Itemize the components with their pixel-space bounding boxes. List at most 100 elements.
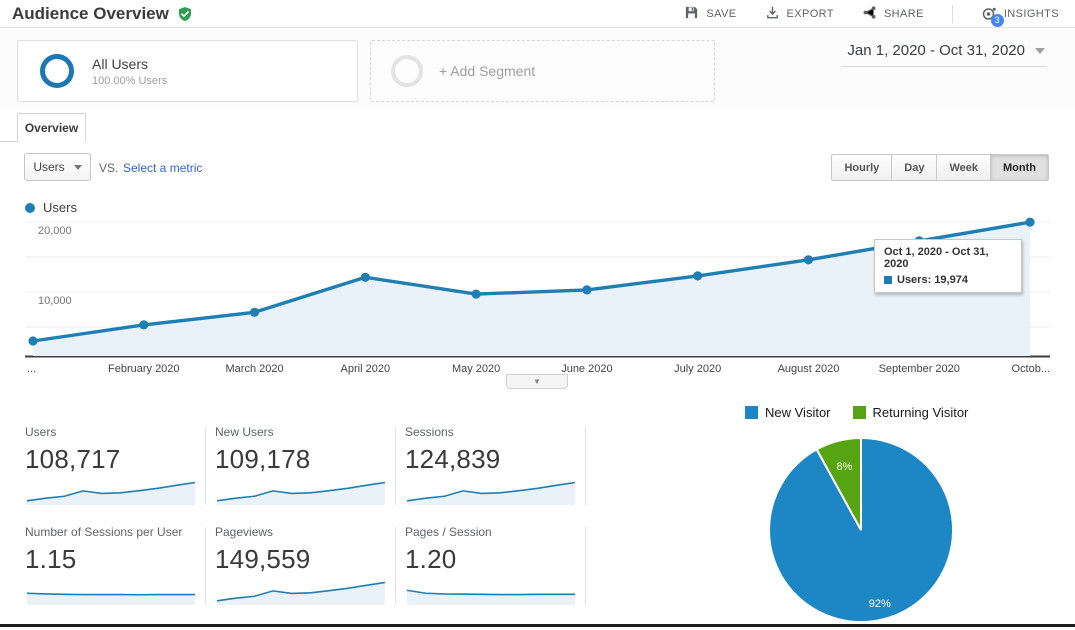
insights-badge: 3 bbox=[990, 13, 1004, 27]
metric-select-dropdown[interactable]: Users bbox=[24, 153, 91, 181]
metric-value: 109,178 bbox=[215, 444, 311, 474]
metric-card: Sessions 124,839 bbox=[405, 425, 577, 506]
granularity-group: Hourly Day Week Month bbox=[831, 154, 1049, 181]
column-divider bbox=[395, 427, 396, 505]
segment-chip-all-users[interactable]: All Users 100.00% Users bbox=[17, 40, 358, 102]
segment-band: All Users 100.00% Users + Add Segment Ja… bbox=[0, 28, 1075, 110]
metric-label: New Users bbox=[215, 425, 274, 439]
legend-square-icon bbox=[745, 406, 758, 419]
metric-sparkline bbox=[406, 589, 575, 605]
metric-card: Pages / Session 1.20 bbox=[405, 525, 577, 606]
segment-ring-icon bbox=[40, 54, 74, 88]
granularity-week[interactable]: Week bbox=[936, 154, 992, 181]
granularity-day[interactable]: Day bbox=[891, 154, 938, 181]
metric-card: New Users 109,178 bbox=[215, 425, 387, 506]
x-tick-label: Octob... bbox=[1011, 363, 1050, 375]
metric-sparkline bbox=[216, 581, 386, 605]
column-divider bbox=[585, 527, 586, 605]
y-tick-label: 10,000 bbox=[38, 295, 72, 307]
header-bar: Audience Overview SAVE EXPORT SHARE 3 bbox=[0, 0, 1075, 28]
pie-legend-item-returning-visitor[interactable]: Returning Visitor bbox=[852, 405, 969, 420]
page-title: Audience Overview bbox=[12, 3, 169, 23]
metric-label: Sessions bbox=[405, 425, 454, 439]
share-button[interactable]: SHARE bbox=[862, 5, 924, 23]
segment-subtitle: 100.00% Users bbox=[92, 74, 168, 87]
insights-button[interactable]: 3 INSIGHTS bbox=[981, 6, 1059, 27]
metric-label: Users bbox=[25, 425, 57, 439]
x-tick-label: March 2020 bbox=[225, 363, 284, 375]
verified-shield-icon bbox=[177, 6, 193, 22]
chart-tooltip: Oct 1, 2020 - Oct 31, 2020 Users: 19,974 bbox=[874, 239, 1022, 293]
metric-sparkline bbox=[26, 481, 196, 505]
metric-label: Pageviews bbox=[215, 525, 274, 539]
vs-label: vs. bbox=[99, 161, 119, 175]
x-tick-label: February 2020 bbox=[107, 363, 180, 375]
metric-sparkline bbox=[406, 481, 576, 505]
save-button[interactable]: SAVE bbox=[684, 5, 736, 23]
users-legend-label: Users bbox=[43, 200, 77, 215]
date-range-selector[interactable]: Jan 1, 2020 - Oct 31, 2020 bbox=[841, 42, 1047, 67]
metric-card: Number of Sessions per User 1.15 bbox=[25, 525, 197, 606]
share-label: SHARE bbox=[883, 7, 924, 20]
pie-legend-label: Returning Visitor bbox=[872, 405, 969, 420]
metric-card: Pageviews 149,559 bbox=[215, 525, 387, 606]
tooltip-value: 19,974 bbox=[934, 274, 968, 286]
header-divider bbox=[951, 4, 953, 23]
export-button[interactable]: EXPORT bbox=[765, 5, 834, 23]
tooltip-series-label: Users: bbox=[897, 274, 932, 286]
date-range-text: Jan 1, 2020 - Oct 31, 2020 bbox=[847, 42, 1025, 59]
header-actions: SAVE EXPORT SHARE 3 INSIGHTS bbox=[684, 4, 1059, 27]
metric-value: 1.20 bbox=[405, 544, 457, 574]
granularity-month[interactable]: Month bbox=[990, 154, 1049, 181]
save-icon bbox=[684, 5, 699, 23]
chevron-down-icon bbox=[73, 164, 82, 170]
x-tick-label: May 2020 bbox=[451, 363, 501, 375]
users-legend-dot-icon bbox=[25, 202, 35, 213]
share-icon bbox=[862, 5, 877, 23]
column-divider bbox=[205, 427, 206, 505]
metric-value: 124,839 bbox=[405, 444, 501, 474]
select-a-metric-link[interactable]: Select a metric bbox=[123, 161, 203, 175]
column-divider bbox=[395, 527, 396, 605]
chart-legend: Users bbox=[25, 200, 77, 215]
pie-legend-item-new-visitor[interactable]: New Visitor bbox=[745, 405, 831, 420]
x-tick-label: April 2020 bbox=[340, 363, 391, 375]
metric-label: Number of Sessions per User bbox=[25, 525, 183, 539]
x-tick-label: September 2020 bbox=[878, 363, 960, 375]
chart-collapse-handle[interactable]: ▼ bbox=[506, 374, 568, 389]
pie-percentage-label: 8% bbox=[837, 461, 853, 473]
export-label: EXPORT bbox=[786, 7, 834, 20]
tab-overview[interactable]: Overview bbox=[17, 113, 86, 142]
insights-icon: 3 bbox=[981, 6, 1004, 27]
tooltip-series-icon bbox=[884, 276, 892, 284]
metric-select-value: Users bbox=[33, 160, 65, 174]
column-divider bbox=[585, 427, 586, 505]
metric-value: 149,559 bbox=[215, 544, 311, 574]
pie-percentage-label: 92% bbox=[869, 598, 891, 610]
section-divider bbox=[0, 624, 1075, 627]
tooltip-date: Oct 1, 2020 - Oct 31, 2020 bbox=[884, 246, 989, 270]
pie-slice-returning-visitor[interactable] bbox=[815, 436, 862, 531]
x-tick-label: August 2020 bbox=[777, 363, 840, 375]
add-segment-label: + Add Segment bbox=[439, 63, 536, 79]
add-segment-ring-icon bbox=[391, 55, 423, 87]
metric-value: 108,717 bbox=[25, 444, 121, 474]
metric-sparkline bbox=[216, 481, 386, 505]
pie-legend: New Visitor Returning Visitor bbox=[745, 405, 968, 420]
save-label: SAVE bbox=[706, 7, 737, 20]
metric-card: Users 108,717 bbox=[25, 425, 197, 506]
metric-value: 1.15 bbox=[25, 544, 77, 574]
chevron-down-icon bbox=[1035, 48, 1045, 54]
pie-legend-label: New Visitor bbox=[765, 405, 831, 420]
x-tick-label: July 2020 bbox=[674, 363, 722, 375]
visitor-pie-chart: 92% 8% bbox=[768, 436, 955, 623]
granularity-hourly[interactable]: Hourly bbox=[831, 154, 893, 181]
x-tick-label: ... bbox=[27, 363, 37, 375]
x-tick-label: June 2020 bbox=[561, 363, 613, 375]
column-divider bbox=[205, 527, 206, 605]
tab-bar-border bbox=[0, 141, 17, 142]
export-icon bbox=[765, 5, 780, 23]
add-segment-chip[interactable]: + Add Segment bbox=[370, 40, 715, 102]
metric-sparkline bbox=[26, 592, 195, 605]
